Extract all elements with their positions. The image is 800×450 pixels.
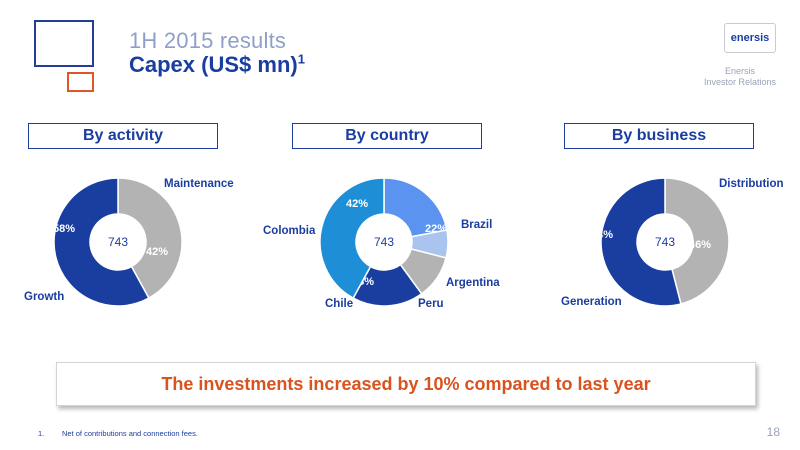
- summary-banner: The investments increased by 10% compare…: [56, 362, 756, 406]
- slice-distribution: [664, 177, 730, 305]
- logo-square-orange: [67, 72, 94, 92]
- section-by-business: By business: [564, 123, 754, 149]
- donut-center-total: 743: [374, 235, 394, 249]
- brand-caption: Enersis Investor Relations: [690, 66, 790, 88]
- slice-label-growth: 58%: [53, 223, 75, 235]
- category-label-peru: Peru: [418, 298, 444, 310]
- category-label-generation: Generation: [561, 296, 622, 308]
- category-label-growth: Growth: [24, 291, 64, 303]
- donut-center-total: 743: [108, 235, 128, 249]
- brand-logo: enersis: [724, 23, 776, 53]
- page-title: Capex (US$ mn)1: [129, 52, 305, 78]
- section-by-activity: By activity: [28, 123, 218, 149]
- footnote: 1. Net of contributions and connection fe…: [38, 429, 198, 438]
- category-label-chile: Chile: [325, 298, 353, 310]
- footnote-number: 1.: [38, 429, 45, 438]
- section-by-country: By country: [292, 123, 482, 149]
- page-title-text: Capex (US$ mn): [129, 52, 298, 77]
- brand-caption-department: Investor Relations: [703, 77, 777, 87]
- category-label-argentina: Argentina: [446, 277, 500, 289]
- title-footnote-marker: 1: [297, 51, 305, 67]
- slice-label-maintenance: 42%: [146, 246, 168, 258]
- category-label-brazil: Brazil: [461, 219, 492, 231]
- slice-generation: [600, 177, 682, 307]
- category-label-colombia: Colombia: [263, 225, 316, 237]
- slice-maintenance: [117, 177, 183, 300]
- slice-growth: [53, 177, 150, 307]
- slice-colombia: [319, 177, 385, 300]
- slice-brazil: [383, 177, 448, 238]
- category-label-maintenance: Maintenance: [164, 178, 234, 190]
- slice-label-generation: 54%: [591, 229, 613, 241]
- logo-square-blue: [34, 20, 94, 67]
- slice-label-distribution: 46%: [689, 239, 711, 251]
- slice-label-colombia: 42%: [346, 198, 368, 210]
- country-donut-chart: 22%Brazil7%Argentina11%Peru18%Chile42%Co…: [263, 177, 500, 310]
- donut-center-total: 743: [655, 235, 675, 249]
- category-label-distribution: Distribution: [719, 178, 784, 190]
- footnote-text: Net of contributions and connection fees…: [62, 429, 198, 438]
- page-number: 18: [766, 425, 780, 439]
- activity-donut-chart: 42% Maintenance 58% Growth 743: [24, 177, 234, 307]
- business-donut-chart: 46% Distribution 54% Generation 743: [561, 177, 784, 308]
- brand-caption-name: Enersis: [724, 66, 755, 76]
- page-title-period: 1H 2015 results: [129, 28, 287, 53]
